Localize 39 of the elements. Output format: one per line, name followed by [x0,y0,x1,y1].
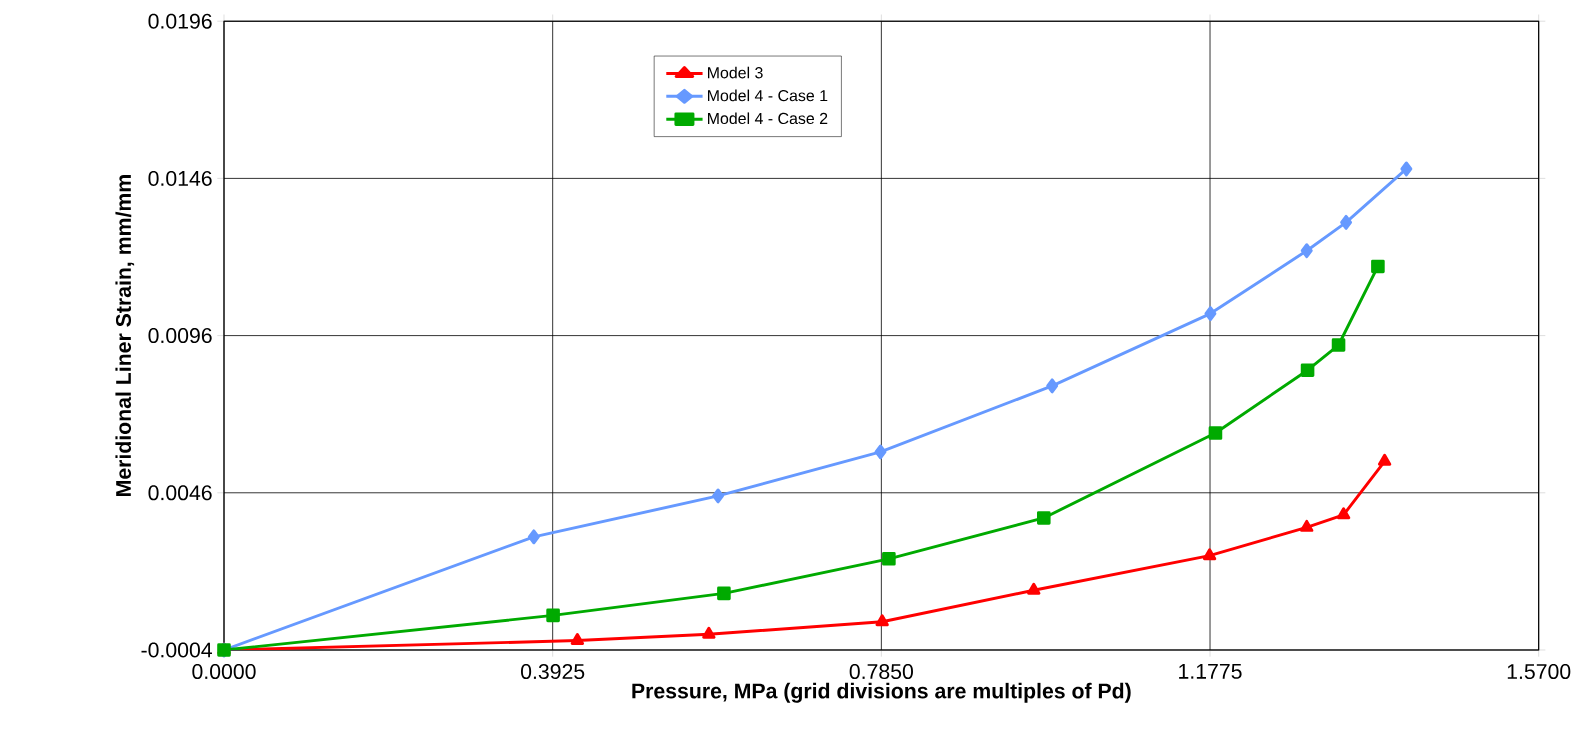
legend-label: Model 4 - Case 2 [708,112,828,125]
legend-label: Model 4 - Case 1 [708,89,828,102]
x-axis-title: Pressure, MPa (grid divisions are multiples of Pd) [632,682,1131,703]
y-axis-title: Meridional Liner Strain, mm/mm [115,175,135,496]
point [1371,259,1385,274]
legend-label: Model 3 [708,66,763,79]
point [717,586,731,601]
point [1204,306,1217,322]
point [546,608,560,623]
y-tick-label: -0.0004 [141,642,212,658]
y-tick-label: 0.0096 [148,328,212,344]
y-tick-label: 0.0046 [148,485,212,501]
point [1046,378,1059,394]
point [1027,582,1041,595]
point [1300,243,1313,259]
point [527,529,540,545]
point [712,488,725,504]
point [882,552,896,566]
point [1377,453,1392,466]
x-tick-label: 0.7850 [849,664,913,680]
point [702,626,716,639]
point [874,444,887,460]
point [1208,426,1223,440]
point [875,614,889,627]
point [1300,519,1314,532]
point [1300,363,1315,377]
point [1037,511,1051,525]
point [1331,338,1346,352]
point [1340,214,1353,230]
x-tick-label: 0.0000 [192,664,256,680]
x-tick-label: 1.1775 [1179,664,1242,679]
point [1400,161,1413,177]
point [570,633,585,646]
y-tick-label: 0.0146 [148,170,212,186]
x-tick-label: 1.5700 [1507,664,1571,680]
point [1336,507,1351,520]
x-tick-label: 0.3925 [521,664,585,680]
y-tick-label: 0.0196 [148,13,212,29]
point [1202,548,1217,561]
